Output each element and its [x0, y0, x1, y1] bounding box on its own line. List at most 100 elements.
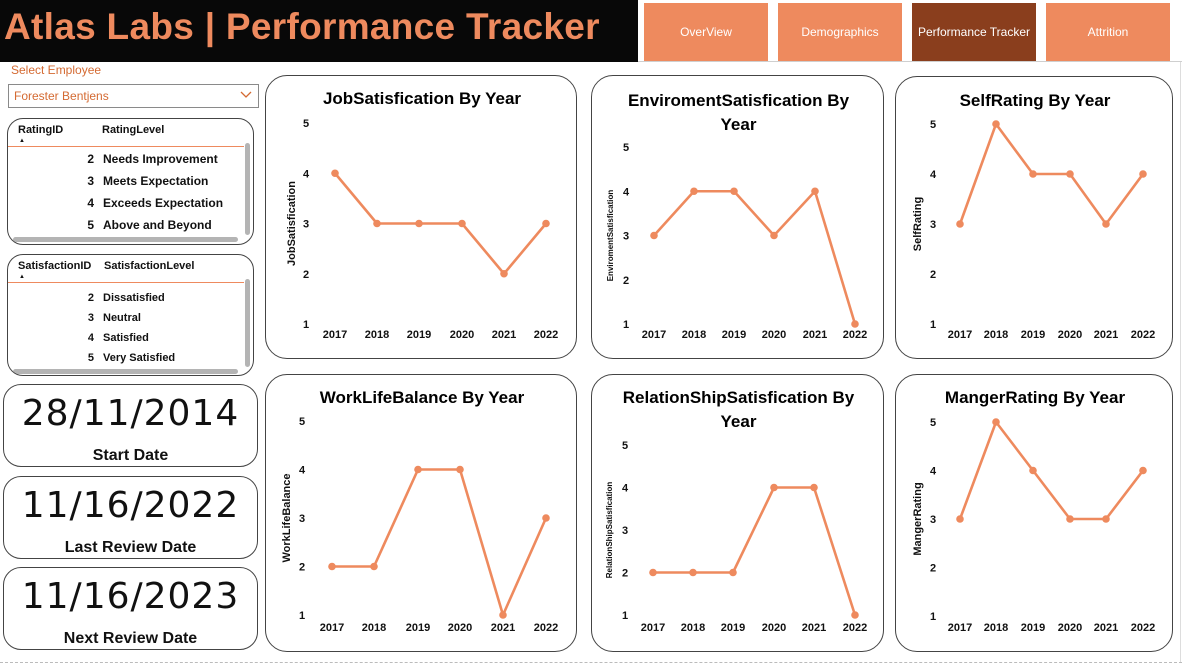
- y-tick-label: 1: [299, 610, 305, 622]
- y-tick-label: 5: [299, 416, 305, 428]
- data-point: [1139, 466, 1147, 475]
- data-point: [689, 568, 697, 577]
- table-row: 4 Exceeds Expectation: [8, 196, 244, 214]
- y-tick-label: 5: [930, 417, 936, 429]
- rating-level: Meets Expectation: [103, 174, 209, 188]
- y-tick-label: 3: [299, 513, 305, 525]
- data-point: [650, 231, 658, 240]
- nav-button-demographics[interactable]: Demographics: [778, 3, 902, 61]
- table-row: 3 Neutral: [8, 312, 244, 330]
- table-row: 2 Dissatisfied: [8, 292, 244, 310]
- y-tick-label: 4: [622, 483, 629, 495]
- data-point: [729, 568, 737, 577]
- start-date-label: Start Date: [92, 447, 169, 464]
- next-review-date-label: Next Review Date: [63, 630, 198, 647]
- column-header-satisfactionid[interactable]: SatisfactionID: [18, 260, 92, 272]
- y-tick-label: 1: [930, 319, 936, 331]
- data-point: [500, 269, 508, 278]
- x-tick-label: 2019: [1021, 329, 1045, 341]
- data-point: [414, 465, 422, 474]
- data-point: [770, 231, 778, 240]
- y-tick-label: 4: [303, 168, 310, 180]
- x-tick-label: 2019: [407, 329, 431, 341]
- column-header-ratinglevel[interactable]: RatingLevel: [102, 124, 165, 136]
- data-point: [458, 219, 466, 228]
- chart-svg: WorkLifeBalance By Year 1 2 3 4 5 WorkLifeBala…: [281, 388, 558, 634]
- x-tick-label: 2019: [721, 622, 745, 634]
- series-line: [332, 468, 548, 617]
- x-tick-label: 2018: [984, 622, 1008, 634]
- y-tick-label: 4: [623, 186, 630, 198]
- satisfaction-id: 5: [87, 352, 94, 364]
- data-point: [1066, 170, 1074, 178]
- y-axis-title: MangerRating: [912, 482, 924, 555]
- data-point: [1029, 170, 1037, 178]
- nav-button-attrition[interactable]: Attrition: [1046, 3, 1170, 61]
- x-tick-label: 2019: [1021, 622, 1045, 634]
- data-point: [415, 219, 423, 228]
- rating-level: Above and Beyond: [103, 218, 212, 232]
- x-tick-label: 2018: [362, 622, 386, 634]
- chart-title: RelationShipSatisfication By: [623, 388, 855, 407]
- x-tick-label: 2020: [448, 622, 472, 634]
- y-tick-label: 4: [299, 465, 306, 477]
- x-tick-label: 2017: [948, 622, 972, 634]
- y-tick-label: 3: [303, 219, 309, 231]
- data-point: [370, 562, 378, 571]
- rating-id: 3: [87, 174, 94, 188]
- chart-title: SelfRating By Year: [960, 91, 1111, 110]
- nav-button-overview[interactable]: OverView: [644, 3, 768, 61]
- x-tick-label: 2022: [843, 329, 867, 341]
- next-review-date-value: 11/16/2023: [21, 576, 240, 617]
- data-point: [542, 219, 550, 228]
- page-right-border: [1180, 62, 1181, 662]
- series-line: [958, 122, 1145, 226]
- vertical-scrollbar[interactable]: [245, 279, 250, 367]
- nav-bar: OverView Demographics Performance Tracke…: [638, 0, 1182, 62]
- start-date-card: 28/11/2014 Start Date: [3, 384, 258, 467]
- table-row: 3 Meets Expectation: [8, 174, 244, 192]
- data-point: [810, 483, 818, 492]
- chart-svg: MangerRating By Year 1 2 3 4 5 MangerRating 201…: [912, 388, 1155, 634]
- start-date-value: 28/11/2014: [21, 393, 240, 434]
- column-header-ratingid[interactable]: RatingID: [18, 124, 64, 136]
- horizontal-scrollbar[interactable]: [13, 237, 238, 242]
- data-point: [542, 514, 550, 522]
- data-point: [331, 169, 339, 178]
- x-tick-label: 2020: [1058, 329, 1082, 341]
- nav-button-performance-tracker[interactable]: Performance Tracker: [912, 3, 1036, 61]
- x-tick-label: 2020: [450, 329, 474, 341]
- data-point: [690, 187, 698, 196]
- data-point: [811, 187, 819, 196]
- data-point: [992, 418, 1000, 426]
- chart-svg: EnviromentSatisfication By Year 1 2 3 4 5 Envir…: [606, 91, 867, 341]
- column-header-satisfactionlevel[interactable]: SatisfactionLevel: [104, 260, 195, 272]
- y-axis-title: SelfRating: [912, 197, 924, 251]
- rating-level: Needs Improvement: [103, 152, 218, 166]
- chart-title: JobSatisfication By Year: [323, 89, 521, 108]
- x-tick-label: 2022: [843, 622, 867, 634]
- y-tick-label: 2: [930, 269, 936, 281]
- vertical-scrollbar[interactable]: [245, 143, 250, 235]
- y-tick-label: 1: [303, 319, 309, 331]
- y-tick-label: 2: [299, 562, 305, 574]
- y-axis-title: JobSatisfication: [286, 181, 298, 266]
- data-point: [373, 219, 381, 228]
- chart-svg: JobSatisfication By Year 1 2 3 4 5 JobSatisfic…: [286, 89, 558, 341]
- last-review-date-value: 11/16/2022: [21, 485, 240, 526]
- rating-id: 5: [87, 218, 94, 232]
- y-tick-label: 3: [622, 525, 628, 537]
- rating-id: 2: [87, 152, 94, 166]
- satisfaction-level: Very Satisfied: [103, 352, 176, 364]
- rating-id: 4: [87, 196, 94, 210]
- horizontal-scrollbar[interactable]: [13, 369, 238, 374]
- employee-dropdown[interactable]: Forester Bentjens: [8, 84, 259, 108]
- x-tick-label: 2017: [323, 329, 347, 341]
- data-point: [328, 562, 336, 571]
- relationship-satisfaction-chart: RelationShipSatisfication By Year 1 2 3 4 5 Rel…: [591, 374, 884, 652]
- sort-asc-icon: ▲: [19, 274, 25, 280]
- chart-title: Year: [721, 412, 757, 431]
- satisfaction-id: 4: [87, 332, 94, 344]
- chart-title: WorkLifeBalance By Year: [320, 388, 525, 407]
- x-tick-label: 2019: [722, 329, 746, 341]
